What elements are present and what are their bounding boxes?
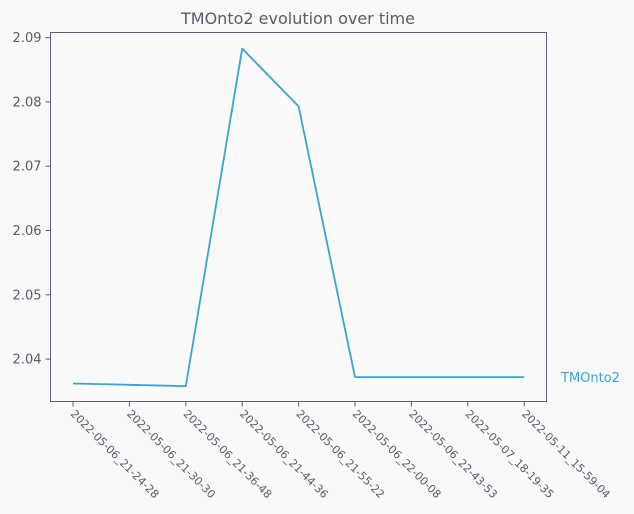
y-tick-label: 2.07 <box>13 160 42 175</box>
series-line-tmonto2 <box>72 47 525 388</box>
y-axis: 2.04 2.05 2.06 2.07 2.08 2.09 <box>13 31 51 368</box>
y-tick-label: 2.09 <box>13 31 42 46</box>
x-axis: 2022-05-06_21-24-282022-05-06_21-30-3020… <box>68 401 613 501</box>
y-tick-label: 2.04 <box>13 353 42 368</box>
series-layer: TMOnto2 <box>72 47 620 388</box>
y-tick-label: 2.05 <box>13 288 42 303</box>
plot-area <box>50 32 547 402</box>
y-tick-label: 2.06 <box>13 224 42 239</box>
y-tick-label: 2.08 <box>13 95 42 110</box>
series-label: TMOnto2 <box>560 371 620 386</box>
chart-title: TMOnto2 evolution over time <box>180 9 415 28</box>
